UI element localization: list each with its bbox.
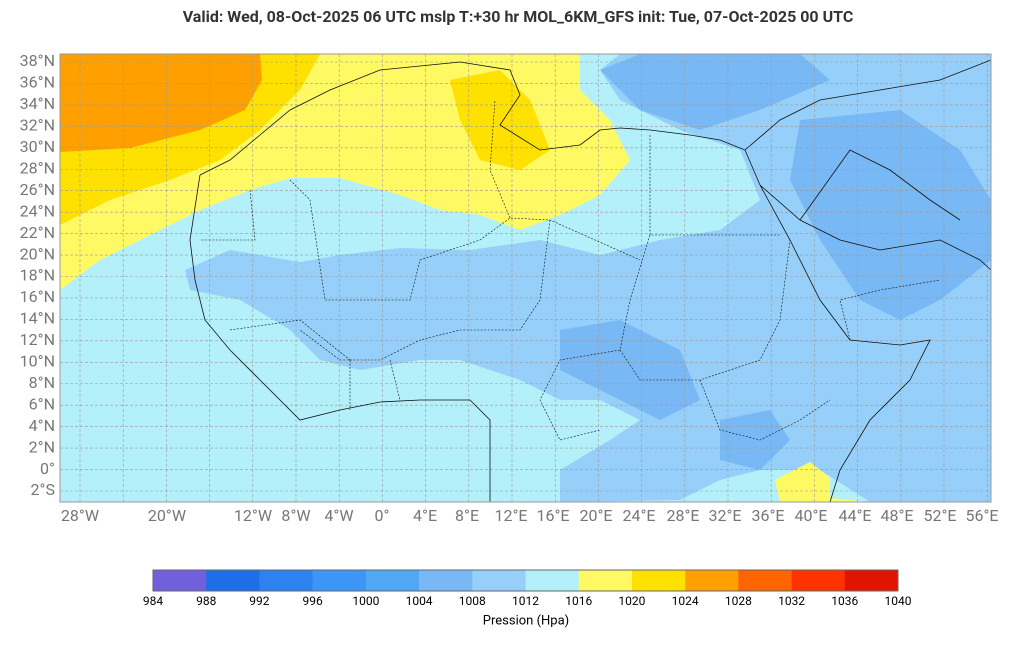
lon-label: 12°W [234,506,272,525]
lat-label: 8°N [29,373,55,392]
lat-label: 4°N [29,416,55,435]
lon-label: 52°E [923,506,956,525]
lon-label: 8°W [281,506,310,525]
colorbar-tick-label: 996 [303,594,323,608]
colorbar-swatch [472,570,526,591]
lon-label: 16°E [536,506,569,525]
lat-label: 26°N [20,180,55,199]
colorbar-swatch [259,570,313,591]
colorbar-tick-label: 988 [196,594,216,608]
lat-label: 38°N [20,51,55,70]
lat-label: 34°N [20,94,55,113]
colorbar-tick-label: 1028 [725,594,752,608]
lon-label: 8°E [455,506,479,525]
colorbar-swatch [844,570,899,591]
lat-label: 30°N [20,137,55,156]
lon-label: 28°W [61,506,99,525]
colorbar-tick-label: 1016 [565,594,592,608]
lon-label: 36°E [751,506,784,525]
colorbar-tick-label: 984 [143,594,163,608]
colorbar-swatch [153,570,207,591]
colorbar-tick-label: 1000 [352,594,379,608]
lat-label: 10°N [20,352,55,371]
lat-label: 28°N [20,158,55,177]
map-field [60,54,991,502]
colorbar-tick-label: 1024 [672,594,699,608]
colorbar-tick-label: 1032 [778,594,805,608]
lat-label: 22°N [20,223,55,242]
colorbar-tick-label: 1008 [459,594,486,608]
lat-label: 0° [40,459,55,478]
colorbar-tick-label: 1020 [618,594,645,608]
lon-label: 48°E [880,506,913,525]
lon-label: 12°E [494,506,527,525]
colorbar-swatch [791,570,846,591]
colorbar-label: Pression (Hpa) [483,613,569,628]
map-frame [59,53,992,503]
lon-label: 24°E [622,506,655,525]
lon-label: 20°W [148,506,186,525]
lon-label: 32°E [708,506,741,525]
lat-label: 20°N [20,244,55,263]
colorbar-swatch [738,570,792,591]
lon-label: 44°E [838,506,871,525]
lon-label: 28°E [666,506,699,525]
lat-label: 2°N [29,437,55,456]
title: Valid: Wed, 08-Oct-2025 06 UTC mslp T:+3… [183,7,854,26]
lat-label: 24°N [20,201,55,220]
lat-label: 18°N [20,266,55,285]
lat-label: 36°N [20,73,55,92]
colorbar-swatch [419,570,473,591]
colorbar-tick-label: 1012 [512,594,539,608]
lat-label: 14°N [20,309,55,328]
colorbar-tick-label: 1036 [831,594,858,608]
lat-label: 6°N [29,394,55,413]
colorbar-swatch [312,570,367,591]
colorbar-swatch [525,570,580,591]
graticule [60,54,991,502]
colorbar-swatch [206,570,260,591]
lon-label: 40°E [794,506,827,525]
lat-label: 32°N [20,116,55,135]
lat-label: 16°N [20,287,55,306]
lat-label: 12°N [20,330,55,349]
colorbar-swatch [365,570,420,591]
colorbar-swatch [578,570,633,591]
colorbar: 984 988 992 996 1000 1004 1008 1012 1016 1020 1024… [143,569,912,608]
colorbar-frame [152,569,899,592]
colorbar-swatch [631,570,686,591]
lat-label: 2°S [31,480,55,499]
lon-label: 56°E [965,506,998,525]
colorbar-tick-label: 1004 [406,594,433,608]
lon-label: 0° [375,506,390,525]
colorbar-tick-label: 992 [249,594,269,608]
colorbar-tick-label: 1040 [885,594,912,608]
lon-label: 20°E [579,506,612,525]
colorbar-swatch [685,570,739,591]
coastlines [60,54,991,502]
lon-label: 4°W [324,506,353,525]
axes: 38°N 36°N 34°N 32°N 30°N 28°N 26°N 24°N 22°N 20°N… [20,51,999,525]
lon-label: 4°E [413,506,437,525]
